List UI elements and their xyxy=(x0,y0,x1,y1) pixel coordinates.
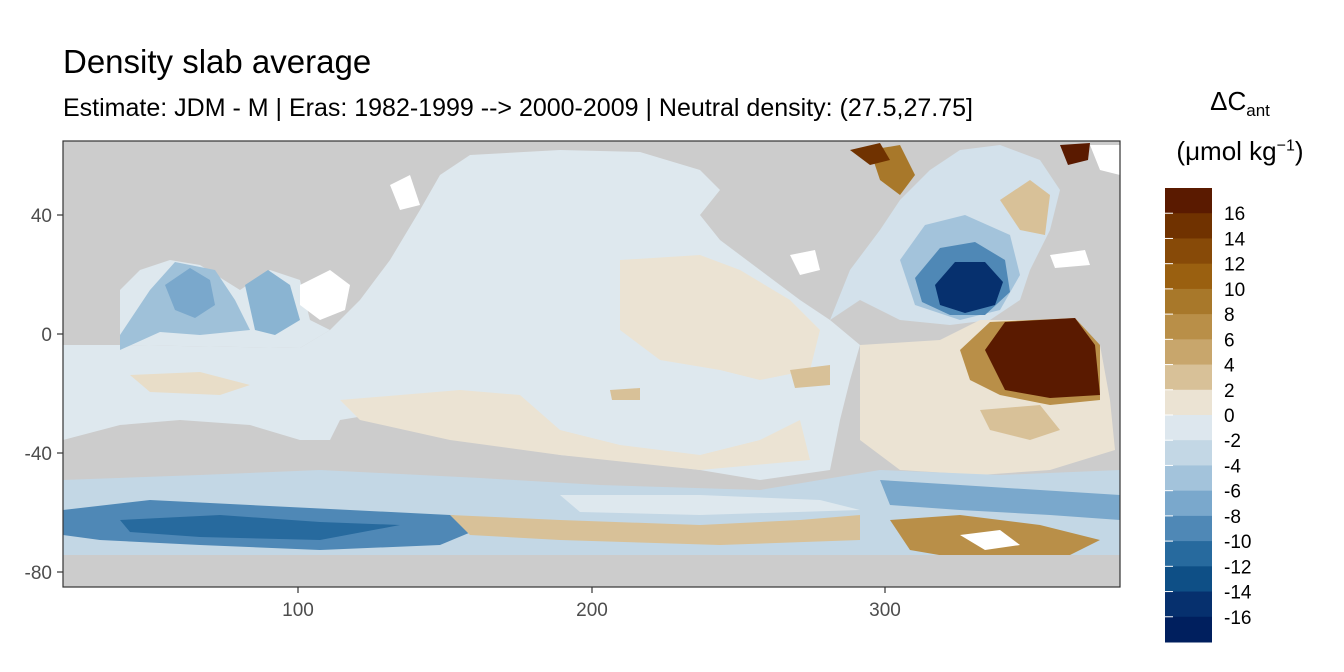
y-axis: 40 0 -40 -80 xyxy=(25,206,63,584)
south-atlantic-tan xyxy=(980,405,1060,440)
legend-label: 4 xyxy=(1224,356,1235,377)
plot-subtitle: Estimate: JDM - M | Eras: 1982-1999 --> … xyxy=(63,94,973,122)
nodata-gulf xyxy=(790,250,820,275)
legend-title-sup: −1 xyxy=(1276,137,1295,155)
y-tick-label: 0 xyxy=(41,325,52,346)
ocean-pacific xyxy=(63,150,860,480)
legend-label: -6 xyxy=(1224,482,1241,503)
pacific-tan-spot2 xyxy=(610,388,640,400)
legend-swatch xyxy=(1165,591,1212,618)
southern-ocean-tan xyxy=(450,515,860,545)
legend-label: 8 xyxy=(1224,305,1235,326)
legend-label: 14 xyxy=(1224,229,1246,250)
legend-swatch xyxy=(1165,238,1212,265)
legend-title-unit: (μmol kg xyxy=(1176,136,1277,166)
legend-label: 2 xyxy=(1224,381,1235,402)
nodata-arctic xyxy=(1090,145,1120,175)
legend-swatch xyxy=(1165,541,1212,567)
southern-ocean-atlantic xyxy=(880,480,1120,520)
indian-tan-band xyxy=(130,372,250,395)
legend-label: 12 xyxy=(1224,255,1245,276)
legend-swatch xyxy=(1165,389,1212,416)
legend-label: 16 xyxy=(1224,204,1245,225)
pacific-tan-zone xyxy=(620,255,820,380)
y-tick-label: -80 xyxy=(25,563,52,584)
pacific-tan-south xyxy=(340,390,810,470)
legend-colorbar xyxy=(1165,188,1212,643)
legend-label: -10 xyxy=(1224,532,1251,553)
legend-label: 6 xyxy=(1224,330,1235,351)
atlantic-brown-core xyxy=(985,318,1100,398)
nodata-indonesia xyxy=(300,270,350,320)
legend-swatch xyxy=(1165,415,1212,441)
nodata-med xyxy=(1050,250,1090,268)
bay-blue-patch xyxy=(245,270,300,335)
x-tick-label: 200 xyxy=(576,600,608,621)
legend-title-line2: (μmol kg−1) xyxy=(1150,136,1330,167)
plot-title: Density slab average xyxy=(63,43,372,80)
southern-ocean-light xyxy=(560,495,860,515)
legend-swatch xyxy=(1165,288,1212,315)
legend-title-line1: ΔCant xyxy=(1150,86,1330,121)
legend-label: -12 xyxy=(1224,557,1251,578)
y-tick-label: -40 xyxy=(25,444,52,465)
legend-label: -8 xyxy=(1224,507,1241,528)
legend-label: -14 xyxy=(1224,583,1252,604)
legend-swatch xyxy=(1165,515,1212,542)
legend-label: 0 xyxy=(1224,406,1235,427)
arabian-blue-patch xyxy=(165,268,215,318)
legend-label: 10 xyxy=(1224,280,1245,301)
legend-swatch xyxy=(1165,188,1212,214)
x-tick-label: 100 xyxy=(282,600,314,621)
atlantic-tan-north xyxy=(1000,180,1050,235)
legend-labels: 16 14 12 10 8 6 4 2 0 -2 -4 -6 -8 -10 -12 -14 -16 xyxy=(1165,204,1252,629)
atlantic-blue-core xyxy=(935,262,1003,313)
legend-swatch xyxy=(1165,364,1212,391)
legend-swatch xyxy=(1165,566,1212,593)
legend-swatch xyxy=(1165,616,1212,643)
legend-swatch xyxy=(1165,440,1212,466)
legend-swatch xyxy=(1165,314,1212,340)
weddell-white xyxy=(960,530,1020,550)
legend-swatch xyxy=(1165,263,1212,290)
nodata-japan xyxy=(390,175,420,210)
x-tick-label: 300 xyxy=(869,600,901,621)
legend-swatch xyxy=(1165,339,1212,366)
legend-title-close: ) xyxy=(1294,136,1304,166)
legend-swatch xyxy=(1165,213,1212,239)
southern-ocean-darker xyxy=(120,515,400,540)
map-panel xyxy=(63,141,1120,587)
legend-label: -16 xyxy=(1224,608,1251,629)
legend-title-symbol: ΔC xyxy=(1210,86,1247,116)
legend-swatch xyxy=(1165,490,1212,517)
legend-label: -2 xyxy=(1224,431,1241,452)
y-tick-label: 40 xyxy=(31,206,52,227)
pacific-tan-spot xyxy=(790,365,830,388)
legend-swatch xyxy=(1165,465,1212,492)
x-axis: 100 200 300 xyxy=(282,587,901,621)
legend-title-sub: ant xyxy=(1246,101,1270,121)
greenland-brown xyxy=(850,143,890,165)
iceland-brown xyxy=(1060,143,1090,165)
antarctica-land xyxy=(63,555,1120,587)
legend-label: -4 xyxy=(1224,456,1241,477)
